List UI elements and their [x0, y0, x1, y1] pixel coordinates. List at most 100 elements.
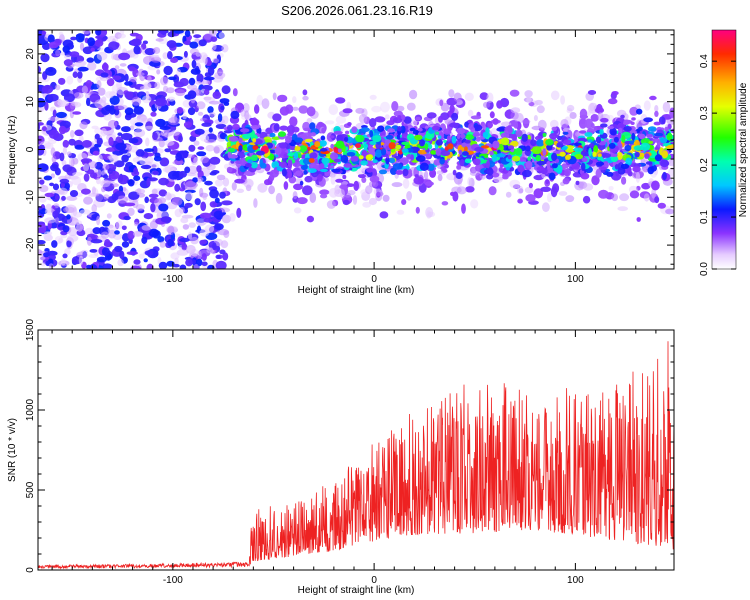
heatmap-cell — [104, 239, 111, 247]
heatmap-cell — [168, 76, 177, 81]
heatmap-cell — [80, 158, 93, 164]
heatmap-cell — [121, 126, 131, 133]
heatmap-cell — [309, 152, 318, 159]
heatmap-cell — [217, 113, 223, 122]
heatmap-cell — [621, 134, 626, 143]
heatmap-cell — [62, 225, 70, 233]
heatmap-cell — [115, 220, 123, 230]
heatmap-cell — [209, 156, 221, 165]
heatmap-cell — [549, 133, 558, 140]
heatmap-cell — [514, 147, 523, 156]
heatmap-cell — [335, 178, 344, 183]
heatmap-cell — [402, 178, 410, 189]
heatmap-cell — [143, 213, 154, 220]
heatmap-cell — [656, 139, 661, 148]
heatmap-cell — [188, 77, 196, 86]
heatmap-cell — [59, 178, 70, 184]
heatmap-cell — [221, 200, 233, 206]
heatmap-cell — [160, 216, 172, 223]
heatmap-cell — [131, 199, 139, 209]
heatmap-cell — [107, 168, 113, 175]
heatmap-cell — [68, 157, 74, 167]
heatmap-cell — [611, 91, 619, 96]
heatmap-cell — [495, 153, 506, 158]
heatmap-cell — [175, 152, 183, 162]
heatmap-cell — [587, 139, 593, 143]
heatmap-cell — [384, 114, 390, 120]
heatmap-cell — [424, 170, 429, 180]
heatmap-cell — [103, 180, 115, 185]
heatmap-cell — [449, 122, 459, 128]
heatmap-cell — [45, 260, 51, 267]
heatmap-cell — [425, 207, 434, 218]
heatmap-cell — [138, 253, 145, 260]
heatmap-cell — [449, 104, 455, 114]
heatmap-cell — [633, 145, 644, 151]
heatmap-cell — [133, 128, 146, 138]
y-tick-label: 0 — [25, 567, 36, 573]
heatmap-cell — [176, 107, 184, 114]
heatmap-cell — [135, 149, 145, 157]
heatmap-cell — [647, 166, 655, 175]
heatmap-cell — [199, 228, 210, 237]
heatmap-cell — [446, 135, 451, 142]
heatmap-cell — [620, 163, 630, 169]
heatmap-cell — [187, 165, 198, 174]
heatmap-cell — [599, 128, 604, 135]
heatmap-cell — [518, 188, 524, 194]
heatmap-cell — [142, 95, 152, 104]
heatmap-cell — [188, 144, 196, 152]
heatmap-cell — [625, 157, 633, 166]
heatmap-cell — [467, 119, 473, 124]
heatmap-cell — [213, 210, 224, 219]
heatmap-cell — [193, 140, 200, 146]
heatmap-cell — [170, 130, 180, 136]
heatmap-cell — [636, 217, 641, 222]
heatmap-cell — [235, 160, 241, 164]
heatmap-cell — [374, 116, 386, 123]
heatmap-cell — [391, 101, 399, 112]
heatmap-cell — [147, 75, 152, 83]
heatmap-cell — [340, 189, 345, 199]
heatmap-cell — [319, 168, 328, 173]
heatmap-cell — [524, 186, 534, 194]
heatmap-cell — [62, 253, 68, 259]
heatmap-cell — [38, 185, 49, 193]
heatmap-cell — [178, 135, 183, 143]
heatmap-cell — [277, 94, 288, 103]
heatmap-cell — [128, 191, 140, 200]
heatmap-cell — [629, 190, 640, 199]
heatmap-cell — [61, 195, 66, 201]
colorbar-tick-label: 0.2 — [699, 158, 710, 172]
heatmap-cell — [624, 145, 632, 152]
heatmap-cell — [580, 172, 590, 180]
heatmap-cell — [58, 237, 64, 243]
heatmap-cell — [668, 167, 674, 177]
heatmap-cell — [439, 99, 444, 107]
heatmap-cell — [95, 30, 102, 36]
heatmap-cell — [95, 193, 104, 202]
heatmap-cell — [351, 126, 358, 133]
heatmap-cell — [439, 158, 445, 165]
heatmap-cell — [319, 163, 325, 170]
heatmap-cell — [144, 125, 154, 130]
heatmap-cell — [75, 33, 85, 43]
heatmap-cell — [375, 191, 384, 197]
heatmap-cell — [657, 202, 666, 209]
heatmap-cell — [124, 81, 133, 86]
heatmap-cell — [164, 148, 171, 153]
heatmap-cell — [392, 117, 403, 124]
heatmap-cell — [268, 185, 275, 195]
heatmap-cell — [623, 126, 632, 132]
heatmap-cell — [287, 159, 293, 168]
heatmap-cell — [119, 250, 125, 260]
heatmap-cell — [38, 97, 46, 108]
heatmap-cell — [456, 127, 466, 135]
heatmap-cell — [317, 173, 323, 182]
heatmap-cell — [413, 176, 424, 185]
heatmap-cell — [206, 247, 215, 254]
heatmap-cell — [453, 92, 462, 103]
heatmap-cell — [85, 80, 93, 88]
